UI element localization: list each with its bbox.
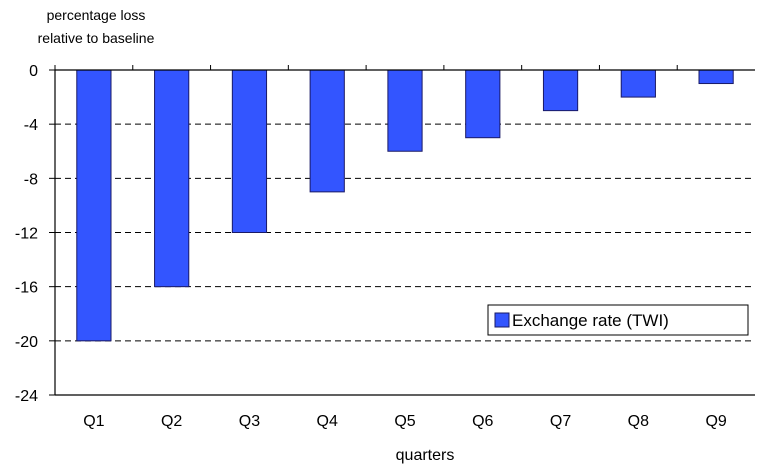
bar	[231, 69, 268, 233]
bar	[309, 69, 345, 193]
y-axis-ticks: 0 -4 -8 -12 -16 -20 -24	[15, 63, 55, 405]
bar	[620, 69, 656, 98]
x-axis-title: quarters	[396, 447, 455, 464]
y-tick-label: -16	[15, 280, 38, 297]
y-tick-label: -20	[15, 334, 38, 351]
bar	[387, 69, 423, 152]
legend-swatch	[494, 312, 510, 328]
x-tick-label: Q7	[550, 413, 571, 430]
bar	[154, 69, 190, 288]
y-tick-label: 0	[29, 63, 38, 80]
y-axis-title-line-1: percentage loss	[47, 7, 146, 23]
legend-box	[487, 304, 749, 336]
y-tick-label: -24	[15, 388, 38, 405]
x-tick-label: Q4	[317, 413, 338, 430]
x-tick-label: Q1	[83, 413, 104, 430]
x-tick-label: Q9	[705, 413, 726, 430]
bar	[698, 69, 734, 85]
x-tick-label: Q8	[628, 413, 649, 430]
x-tick-label: Q6	[472, 413, 493, 430]
x-tick-label: Q2	[161, 413, 182, 430]
legend-label: Exchange rate (TWI)	[512, 311, 669, 330]
y-tick-label: -12	[15, 226, 38, 243]
legend: Exchange rate (TWI)	[487, 304, 749, 336]
axes	[54, 69, 755, 396]
x-axis-ticks: Q1 Q2 Q3 Q4 Q5 Q6 Q7 Q8 Q9	[54, 65, 727, 430]
y-tick-label: -4	[24, 117, 38, 134]
bar	[465, 69, 501, 139]
x-tick-label: Q5	[394, 413, 415, 430]
y-axis-title-line-2: relative to baseline	[38, 30, 155, 46]
bar	[76, 69, 112, 342]
x-tick-label: Q3	[239, 413, 260, 430]
bars	[76, 69, 734, 342]
bar	[542, 69, 579, 112]
y-tick-label: -8	[24, 171, 38, 188]
